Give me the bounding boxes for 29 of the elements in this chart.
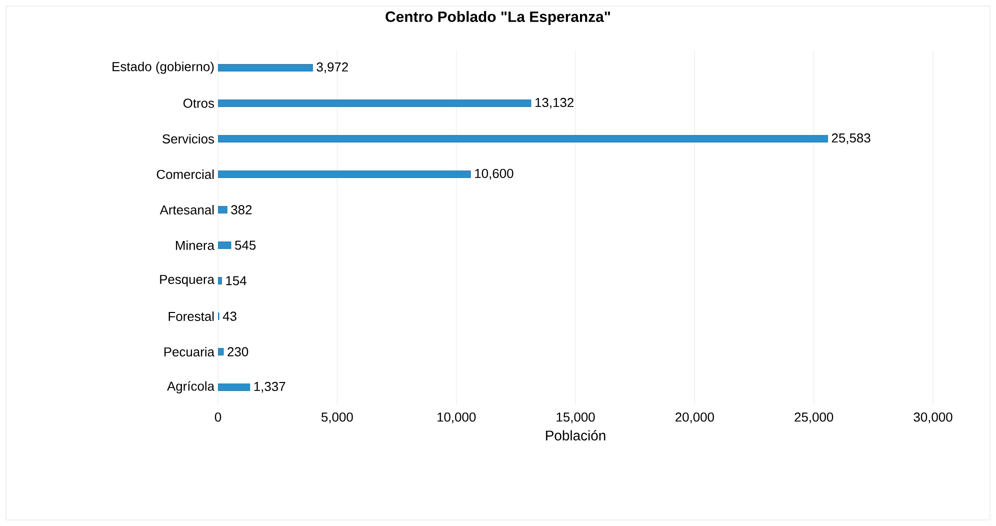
- data-label: 10,600: [475, 168, 514, 180]
- data-label: 382: [231, 205, 252, 214]
- x-tick-label: 5,000: [321, 412, 353, 424]
- y-tick-label: Otros: [183, 98, 214, 108]
- x-tick-label: 10,000: [438, 412, 476, 424]
- x-tick-label: 0: [214, 412, 222, 422]
- data-label: 545: [235, 240, 256, 250]
- y-tick-label: Estado (gobierno): [112, 62, 214, 74]
- data-label: 25,583: [832, 133, 870, 144]
- data-label: 1,337: [254, 382, 286, 393]
- x-tick-label: 20,000: [676, 412, 714, 424]
- y-tick-label: Minera: [176, 240, 214, 250]
- data-label: 230: [228, 347, 248, 356]
- data-label: 13,132: [535, 98, 574, 109]
- x-tick-label: 15,000: [556, 412, 595, 424]
- y-tick-label: Artesanal: [160, 204, 214, 214]
- y-tick-label: Agrícola: [167, 381, 214, 394]
- data-label: 154: [226, 276, 246, 286]
- chart-title: Centro Poblado "La Esperanza": [386, 11, 610, 25]
- x-tick-label: 30,000: [914, 412, 952, 424]
- data-label: 43: [222, 312, 236, 321]
- x-axis-title: Población: [546, 430, 606, 440]
- y-tick-label: Comercial: [156, 169, 214, 179]
- y-tick-label: Pesquera: [160, 274, 214, 287]
- y-tick-label: Pecuaria: [164, 346, 214, 356]
- y-tick-label: Servicios: [162, 134, 214, 144]
- data-label: 3,972: [316, 62, 348, 74]
- x-tick-label: 25,000: [794, 412, 834, 424]
- y-tick-label: Forestal: [168, 311, 214, 321]
